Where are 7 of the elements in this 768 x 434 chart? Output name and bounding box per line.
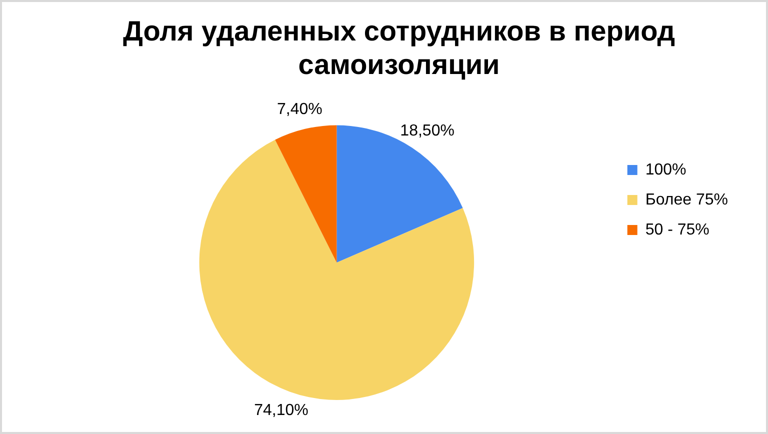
chart-title: Доля удаленных сотрудников в период самоизоляции: [122, 16, 676, 80]
data-label: 7,40%: [276, 100, 322, 118]
data-label: 18,50%: [400, 122, 454, 140]
legend-label: 100%: [645, 161, 686, 178]
data-label: 74,10%: [254, 402, 308, 419]
legend-label: 50 - 75%: [645, 221, 710, 238]
legend-label: Более 75%: [645, 191, 728, 208]
